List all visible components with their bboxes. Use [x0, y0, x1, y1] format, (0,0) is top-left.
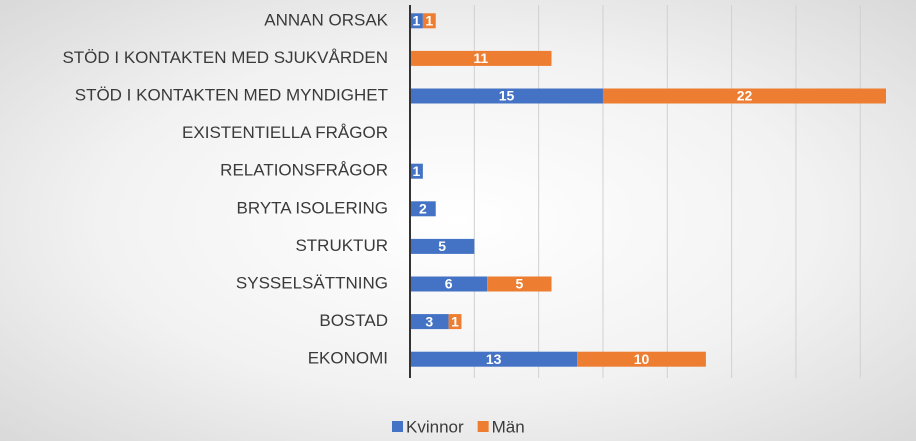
bar-segment	[410, 163, 423, 179]
data-label: 3	[425, 313, 433, 329]
bar-segment	[410, 238, 475, 254]
data-label: 13	[486, 351, 502, 367]
bar-segment	[410, 276, 488, 292]
category-label: EXISTENTIELLA FRÅGOR	[182, 123, 388, 142]
data-label: 1	[451, 313, 459, 329]
data-label: 15	[499, 88, 515, 104]
data-label: 1	[425, 13, 433, 29]
data-label: 11	[473, 50, 488, 66]
legend-swatch	[392, 421, 403, 432]
bar-segment	[602, 88, 886, 104]
data-label: 2	[419, 201, 427, 217]
category-label: ANNAN ORSAK	[264, 10, 388, 29]
bar-segment	[448, 314, 462, 330]
legend-label: Kvinnor	[406, 417, 464, 436]
bar-segment	[422, 13, 436, 29]
bar-segment	[410, 88, 603, 104]
data-label: 1	[413, 163, 421, 179]
data-label: 22	[737, 88, 753, 104]
bar-segment	[577, 351, 706, 367]
category-label: RELATIONSFRÅGOR	[220, 161, 388, 180]
data-label: 5	[515, 276, 523, 292]
category-label: BRYTA ISOLERING	[237, 198, 388, 217]
category-label: SYSSELSÄTTNING	[236, 273, 388, 292]
data-label: 10	[634, 351, 650, 367]
data-label: 1	[413, 13, 421, 29]
bar-segment	[410, 201, 436, 217]
bar-segment	[410, 314, 449, 330]
legend-label: Män	[492, 417, 525, 436]
data-label: 6	[445, 276, 453, 292]
bar-segment	[410, 50, 552, 66]
bar-segment	[410, 13, 423, 29]
data-label: 5	[438, 238, 446, 254]
category-label: STRUKTUR	[295, 236, 388, 255]
category-label: STÖD I KONTAKTEN MED SJUKVÅRDEN	[62, 48, 388, 67]
category-label: STÖD I KONTAKTEN MED MYNDIGHET	[75, 85, 388, 104]
legend-swatch	[477, 421, 489, 432]
bar-segment	[410, 351, 578, 367]
bar-segment	[487, 276, 552, 292]
category-label: EKONOMI	[308, 349, 388, 368]
category-label: BOSTAD	[319, 311, 388, 330]
